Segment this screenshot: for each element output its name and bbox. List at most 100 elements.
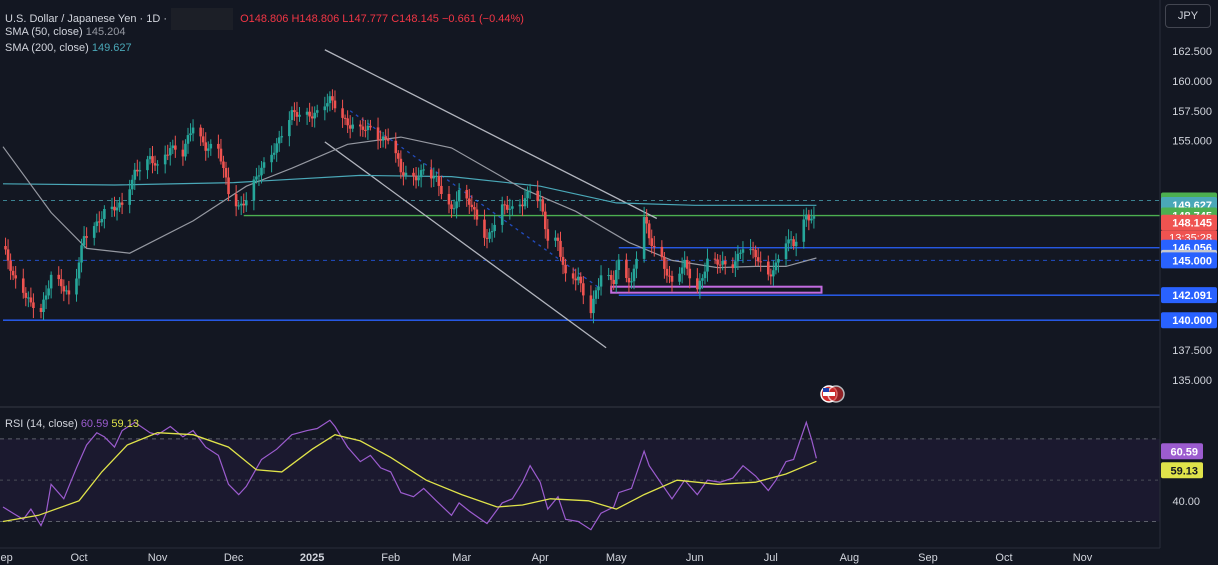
candle[interactable] bbox=[734, 251, 737, 277]
candle[interactable] bbox=[756, 248, 760, 267]
sma50-label[interactable]: SMA (50, close) bbox=[5, 26, 83, 38]
candle[interactable] bbox=[59, 269, 63, 294]
price-pane[interactable] bbox=[2, 49, 1160, 349]
candle[interactable] bbox=[652, 235, 656, 257]
candle[interactable] bbox=[384, 129, 387, 149]
sma200-line[interactable] bbox=[2, 174, 817, 206]
candle[interactable] bbox=[239, 196, 243, 216]
candle[interactable] bbox=[523, 188, 527, 210]
candle[interactable] bbox=[465, 184, 469, 207]
rsi-value-label[interactable]: 59.13 bbox=[1161, 462, 1203, 479]
candle[interactable] bbox=[184, 139, 187, 161]
candle[interactable] bbox=[559, 231, 562, 262]
candle[interactable] bbox=[429, 159, 433, 188]
candle[interactable] bbox=[536, 180, 539, 208]
candle[interactable] bbox=[156, 160, 159, 175]
candle[interactable] bbox=[85, 227, 88, 248]
candle[interactable] bbox=[21, 268, 25, 299]
candle[interactable] bbox=[665, 259, 669, 283]
candle[interactable] bbox=[642, 206, 646, 263]
candle[interactable] bbox=[511, 199, 514, 216]
candle[interactable] bbox=[792, 236, 795, 250]
candle[interactable] bbox=[678, 267, 681, 286]
candle[interactable] bbox=[645, 209, 648, 234]
candle[interactable] bbox=[191, 119, 195, 142]
candle[interactable] bbox=[204, 132, 208, 161]
candle[interactable] bbox=[435, 171, 438, 182]
candle[interactable] bbox=[136, 159, 139, 177]
candle[interactable] bbox=[80, 238, 83, 273]
candle[interactable] bbox=[493, 214, 496, 238]
channel-line-2[interactable] bbox=[324, 141, 607, 349]
candle[interactable] bbox=[348, 115, 352, 139]
candle[interactable] bbox=[151, 145, 154, 174]
candle[interactable] bbox=[138, 161, 142, 181]
candle[interactable] bbox=[4, 237, 7, 255]
candle[interactable] bbox=[110, 197, 114, 218]
candle[interactable] bbox=[47, 280, 50, 300]
candle[interactable] bbox=[313, 106, 316, 128]
candle[interactable] bbox=[592, 290, 595, 324]
candle[interactable] bbox=[166, 144, 170, 161]
candle[interactable] bbox=[759, 251, 762, 272]
candle[interactable] bbox=[696, 268, 699, 294]
candle[interactable] bbox=[379, 130, 382, 149]
candle[interactable] bbox=[473, 201, 476, 220]
candle[interactable] bbox=[769, 268, 773, 285]
candle[interactable] bbox=[27, 291, 30, 308]
candle[interactable] bbox=[614, 260, 618, 293]
candle[interactable] bbox=[627, 268, 631, 293]
candle[interactable] bbox=[721, 251, 724, 271]
channel-line-1[interactable] bbox=[324, 49, 658, 220]
candle[interactable] bbox=[174, 135, 177, 158]
candle[interactable] bbox=[612, 270, 616, 290]
candle[interactable] bbox=[518, 199, 522, 214]
candle[interactable] bbox=[594, 287, 598, 305]
candle[interactable] bbox=[632, 264, 636, 290]
candle[interactable] bbox=[526, 186, 529, 208]
candle[interactable] bbox=[32, 293, 35, 319]
rsi-ma-line[interactable] bbox=[2, 432, 817, 523]
candle[interactable] bbox=[470, 195, 474, 212]
candle[interactable] bbox=[751, 241, 755, 259]
candle[interactable] bbox=[9, 253, 12, 280]
candle[interactable] bbox=[538, 190, 542, 212]
candle[interactable] bbox=[224, 161, 228, 185]
candle[interactable] bbox=[812, 206, 816, 229]
candle[interactable] bbox=[736, 245, 740, 271]
candle[interactable] bbox=[635, 251, 638, 279]
candle[interactable] bbox=[277, 130, 281, 152]
candle[interactable] bbox=[255, 167, 258, 184]
candle[interactable] bbox=[376, 117, 380, 150]
candle[interactable] bbox=[333, 90, 337, 113]
candle[interactable] bbox=[805, 207, 808, 227]
candle[interactable] bbox=[369, 119, 372, 131]
candle[interactable] bbox=[257, 165, 261, 186]
candle[interactable] bbox=[490, 223, 494, 243]
candle[interactable] bbox=[582, 276, 585, 305]
candle[interactable] bbox=[366, 119, 370, 140]
candle[interactable] bbox=[394, 132, 398, 163]
candle[interactable] bbox=[39, 303, 43, 319]
candle[interactable] bbox=[237, 201, 240, 210]
candle[interactable] bbox=[412, 168, 415, 186]
candle[interactable] bbox=[217, 134, 220, 159]
candle[interactable] bbox=[290, 106, 294, 126]
candle[interactable] bbox=[713, 252, 717, 264]
candle[interactable] bbox=[571, 267, 575, 285]
candle[interactable] bbox=[698, 273, 702, 299]
candle[interactable] bbox=[29, 287, 33, 307]
candle[interactable] bbox=[260, 160, 263, 184]
candle[interactable] bbox=[326, 93, 329, 113]
candle[interactable] bbox=[341, 99, 344, 128]
sma50-line[interactable] bbox=[2, 136, 817, 269]
candle[interactable] bbox=[543, 203, 547, 239]
candle[interactable] bbox=[419, 164, 423, 188]
candle[interactable] bbox=[168, 141, 172, 166]
candle[interactable] bbox=[44, 285, 48, 310]
candle[interactable] bbox=[115, 201, 119, 221]
price-axis[interactable]: 162.500 160.000 157.500 155.000 137.500 135.0… bbox=[1159, 0, 1218, 565]
candle[interactable] bbox=[153, 155, 157, 171]
candle[interactable] bbox=[14, 265, 17, 289]
candle[interactable] bbox=[630, 272, 633, 289]
